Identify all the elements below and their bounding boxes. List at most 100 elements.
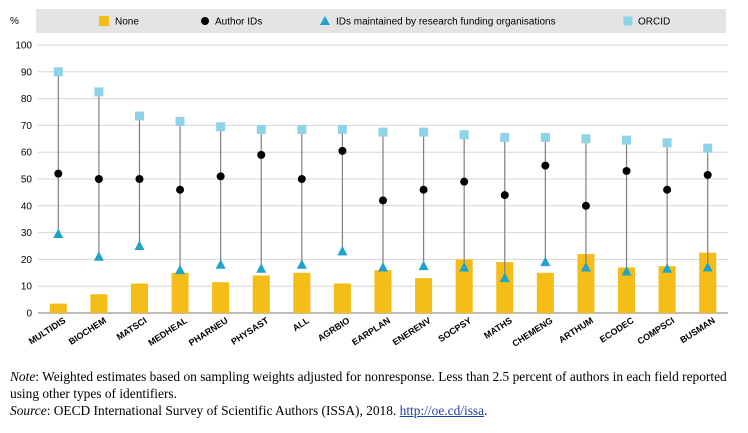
- marker-funding-ids: [378, 261, 388, 272]
- bar-none: [333, 283, 351, 313]
- marker-author-ids: [338, 146, 347, 155]
- legend-band: [36, 9, 726, 33]
- x-tick-label: PHARNEU: [187, 315, 230, 348]
- marker-author-ids: [379, 196, 387, 205]
- marker-author-ids: [703, 170, 712, 179]
- x-tick-label: EARPLAN: [350, 315, 392, 347]
- marker-funding-ids: [459, 261, 470, 272]
- marker-funding-ids: [499, 272, 510, 283]
- range-lines: [57, 71, 709, 279]
- x-tick-label: SOCPSY: [436, 315, 473, 344]
- bar-none: [252, 275, 270, 313]
- y-tick-label: 90: [21, 67, 33, 78]
- marker-orcid: [419, 127, 429, 137]
- marker-author-ids: [419, 185, 428, 194]
- marker-orcid: [53, 67, 63, 77]
- legend-swatch-funding-ids: [320, 16, 330, 25]
- y-tick-label: 40: [21, 201, 33, 212]
- legend-swatch-author-ids: [201, 17, 209, 25]
- marker-funding-ids: [540, 256, 551, 267]
- chart-notes: Note: Weighted estimates based on sampli…: [10, 368, 742, 419]
- bar-none: [374, 270, 392, 313]
- marker-orcid: [175, 116, 185, 126]
- bar-none: [415, 278, 433, 313]
- marker-orcid: [94, 87, 104, 97]
- x-tick-label: CHEMENG: [510, 315, 554, 348]
- marker-orcid: [378, 127, 388, 137]
- marker-author-ids: [94, 175, 103, 183]
- y-tick-label: 20: [21, 255, 33, 266]
- bar-none: [455, 259, 473, 313]
- marker-orcid: [297, 124, 307, 134]
- marker-funding-ids: [580, 261, 591, 272]
- source-label: Source: [10, 403, 47, 418]
- bar-none: [699, 252, 717, 313]
- legend-label: Author IDs: [215, 17, 262, 28]
- y-tick-label: 80: [21, 94, 33, 105]
- y-tick-label: 60: [21, 148, 33, 159]
- marker-orcid: [500, 132, 510, 142]
- y-tick-label: 30: [21, 228, 33, 239]
- bar-none: [212, 282, 230, 313]
- bar-none: [293, 272, 311, 313]
- marker-author-ids: [541, 161, 550, 170]
- x-tick-label: ARTHUM: [557, 315, 595, 345]
- y-tick-label: 10: [21, 282, 33, 293]
- chart: % None Author IDs IDs maintained by resear…: [10, 9, 728, 349]
- marker-funding-ids: [175, 264, 186, 275]
- bar-none: [130, 283, 148, 313]
- legend-swatch-orcid: [623, 16, 633, 26]
- marker-author-ids: [581, 201, 590, 210]
- bar-none: [618, 267, 636, 313]
- marker-author-ids: [176, 185, 185, 194]
- bars-none: [49, 252, 717, 313]
- y-axis-label: %: [10, 16, 19, 27]
- markers: [53, 67, 713, 283]
- source-link[interactable]: http://oe.cd/issa: [399, 403, 485, 418]
- note-text: : Weighted estimates based on sampling w…: [10, 369, 727, 401]
- y-tick-label: 50: [21, 175, 33, 186]
- legend-label: IDs maintained by research funding organ…: [336, 17, 556, 28]
- y-tick-label: 100: [15, 41, 32, 52]
- x-tick-label: COMPSCI: [636, 315, 677, 346]
- marker-orcid: [134, 111, 144, 121]
- x-tick-label: ALL: [291, 315, 312, 333]
- marker-orcid: [256, 124, 266, 134]
- marker-funding-ids: [702, 261, 713, 272]
- x-tick-label: ENERENV: [391, 315, 433, 347]
- note-label: Note: [10, 369, 36, 384]
- x-tick-label: BUSMAN: [678, 315, 717, 345]
- legend-label: ORCID: [638, 17, 670, 28]
- bar-none: [171, 272, 189, 313]
- marker-author-ids: [460, 177, 469, 186]
- marker-orcid: [337, 124, 347, 134]
- marker-funding-ids: [93, 251, 104, 261]
- marker-funding-ids: [621, 265, 632, 276]
- marker-author-ids: [54, 169, 63, 178]
- note-paragraph: Note: Weighted estimates based on sampli…: [10, 368, 742, 402]
- marker-funding-ids: [418, 260, 429, 271]
- x-tick-label: MATSCI: [115, 315, 149, 342]
- marker-funding-ids: [256, 263, 267, 273]
- marker-orcid: [216, 122, 226, 132]
- source-end: .: [484, 403, 488, 418]
- x-tick-label: BIOCHEM: [67, 315, 108, 347]
- bar-none: [496, 262, 514, 313]
- bar-none: [536, 272, 554, 313]
- marker-funding-ids: [662, 263, 673, 273]
- marker-author-ids: [663, 185, 672, 194]
- y-axis-ticks: 0 10 20 30 40 50 60 70 80 90 100: [15, 41, 32, 320]
- legend-swatch-none: [99, 16, 109, 26]
- marker-funding-ids: [134, 240, 145, 250]
- x-tick-label: MEDHEAL: [146, 315, 189, 348]
- legend-label: None: [115, 17, 139, 28]
- x-tick-label: ECODEC: [598, 315, 636, 345]
- marker-author-ids: [257, 150, 266, 159]
- marker-orcid: [540, 132, 550, 142]
- marker-funding-ids: [296, 259, 307, 269]
- y-tick-label: 70: [21, 121, 33, 132]
- x-tick-label: MATHS: [482, 315, 514, 340]
- source-paragraph: Source: OECD International Survey of Sci…: [10, 402, 742, 419]
- marker-funding-ids: [215, 259, 226, 269]
